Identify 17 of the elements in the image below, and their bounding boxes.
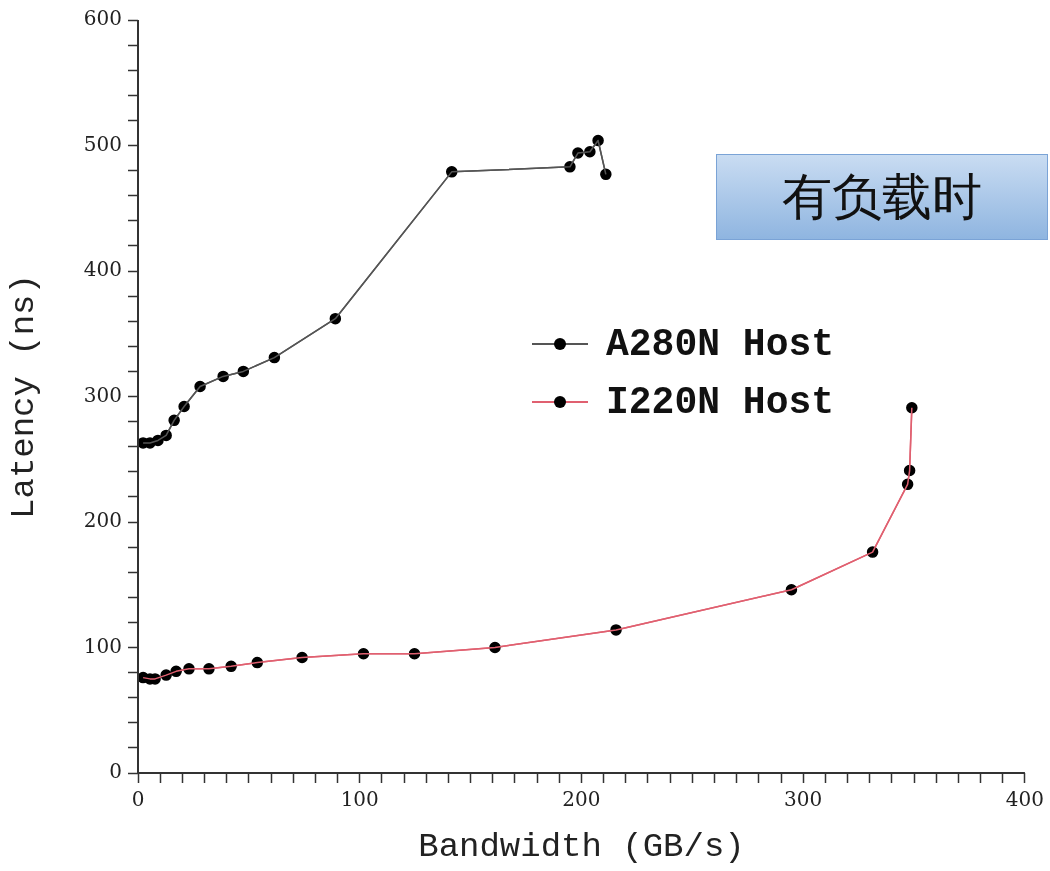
y-tick-label: 200 <box>83 508 122 533</box>
y-tick-label: 600 <box>83 6 122 31</box>
y-tick-label: 0 <box>109 759 122 784</box>
x-tick-label: 300 <box>784 787 823 812</box>
legend-label: I220N Host <box>606 380 835 424</box>
y-axis-title: Latency (ns) <box>5 274 44 519</box>
x-tick-label: 100 <box>340 787 379 812</box>
y-tick-label: 300 <box>83 382 122 407</box>
x-tick-label: 400 <box>1005 787 1045 812</box>
y-tick-label: 100 <box>83 633 122 658</box>
y-tick-label: 500 <box>83 131 122 156</box>
legend-label: A280N Host <box>606 322 835 366</box>
x-tick-label: 0 <box>131 787 145 812</box>
annotation: 有负载时 <box>716 154 1048 240</box>
x-axis-title: Bandwidth (GB/s) <box>418 827 745 866</box>
x-tick-label: 200 <box>562 787 601 812</box>
y-tick-label: 400 <box>83 257 122 282</box>
